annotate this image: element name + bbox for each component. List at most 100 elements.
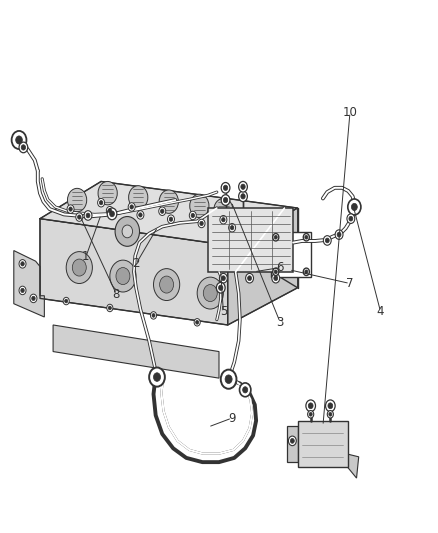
Circle shape: [108, 208, 112, 213]
Circle shape: [303, 268, 309, 276]
Circle shape: [107, 208, 117, 220]
Circle shape: [239, 181, 247, 192]
Circle shape: [327, 410, 333, 418]
Circle shape: [189, 211, 196, 220]
Circle shape: [347, 214, 355, 223]
Circle shape: [21, 145, 25, 150]
Circle shape: [240, 383, 251, 397]
Circle shape: [241, 193, 245, 199]
Circle shape: [214, 198, 233, 222]
Circle shape: [19, 286, 26, 295]
Circle shape: [194, 319, 200, 326]
Circle shape: [152, 313, 155, 317]
Polygon shape: [53, 325, 219, 378]
Circle shape: [129, 185, 148, 209]
Circle shape: [16, 136, 22, 144]
Circle shape: [220, 215, 227, 224]
Circle shape: [153, 373, 161, 382]
Circle shape: [78, 215, 81, 219]
Circle shape: [274, 236, 277, 239]
Circle shape: [169, 217, 173, 221]
Circle shape: [110, 211, 114, 217]
Circle shape: [98, 181, 117, 205]
Circle shape: [349, 216, 353, 221]
Circle shape: [288, 436, 296, 446]
Circle shape: [63, 297, 69, 305]
Circle shape: [216, 282, 225, 293]
Circle shape: [241, 184, 245, 189]
Circle shape: [153, 269, 180, 301]
Text: 3: 3: [276, 316, 284, 329]
Circle shape: [69, 207, 72, 211]
Text: 2: 2: [132, 257, 140, 270]
Circle shape: [12, 131, 26, 149]
Circle shape: [221, 182, 230, 193]
Circle shape: [337, 232, 341, 237]
Circle shape: [305, 236, 308, 239]
Circle shape: [219, 273, 227, 283]
Circle shape: [335, 230, 343, 239]
Text: 1: 1: [82, 251, 90, 263]
Circle shape: [67, 188, 87, 212]
Polygon shape: [287, 426, 297, 462]
Circle shape: [247, 276, 251, 280]
Circle shape: [303, 233, 309, 241]
Circle shape: [32, 296, 35, 301]
Circle shape: [222, 217, 225, 222]
Circle shape: [306, 400, 315, 411]
Polygon shape: [348, 454, 359, 478]
Circle shape: [98, 198, 105, 207]
Circle shape: [323, 236, 331, 245]
Circle shape: [66, 252, 92, 284]
Circle shape: [243, 387, 248, 393]
Circle shape: [274, 276, 278, 280]
Circle shape: [203, 285, 217, 302]
Circle shape: [107, 304, 113, 312]
Circle shape: [159, 190, 178, 213]
Circle shape: [72, 259, 86, 276]
Circle shape: [229, 223, 236, 232]
Circle shape: [139, 213, 142, 217]
Circle shape: [149, 368, 165, 386]
Circle shape: [273, 268, 279, 276]
Text: 7: 7: [346, 277, 354, 290]
Polygon shape: [228, 208, 297, 325]
Circle shape: [19, 142, 28, 153]
Circle shape: [272, 273, 280, 283]
Circle shape: [86, 213, 90, 218]
Polygon shape: [297, 421, 348, 467]
Circle shape: [84, 211, 92, 220]
Polygon shape: [40, 219, 228, 325]
Circle shape: [223, 197, 228, 203]
Circle shape: [137, 211, 144, 219]
Circle shape: [130, 205, 134, 209]
Circle shape: [239, 191, 247, 201]
Polygon shape: [14, 251, 44, 317]
Circle shape: [198, 219, 205, 228]
Circle shape: [115, 216, 140, 246]
Circle shape: [200, 221, 203, 225]
Circle shape: [191, 213, 194, 217]
Circle shape: [273, 233, 279, 241]
Circle shape: [329, 413, 332, 416]
Circle shape: [274, 270, 277, 273]
Text: 9: 9: [228, 411, 236, 424]
Circle shape: [223, 185, 228, 190]
Circle shape: [221, 195, 230, 205]
Circle shape: [21, 288, 24, 293]
Circle shape: [348, 199, 361, 215]
Circle shape: [309, 413, 312, 416]
Circle shape: [110, 260, 136, 292]
Circle shape: [246, 273, 254, 283]
Polygon shape: [208, 208, 293, 272]
Circle shape: [21, 262, 24, 266]
Circle shape: [128, 203, 135, 211]
Text: 8: 8: [113, 288, 120, 301]
Polygon shape: [40, 181, 297, 245]
Circle shape: [221, 276, 225, 280]
Text: 5: 5: [220, 305, 227, 318]
Circle shape: [325, 238, 329, 243]
Circle shape: [116, 268, 130, 285]
Circle shape: [108, 306, 111, 310]
Circle shape: [159, 207, 166, 215]
